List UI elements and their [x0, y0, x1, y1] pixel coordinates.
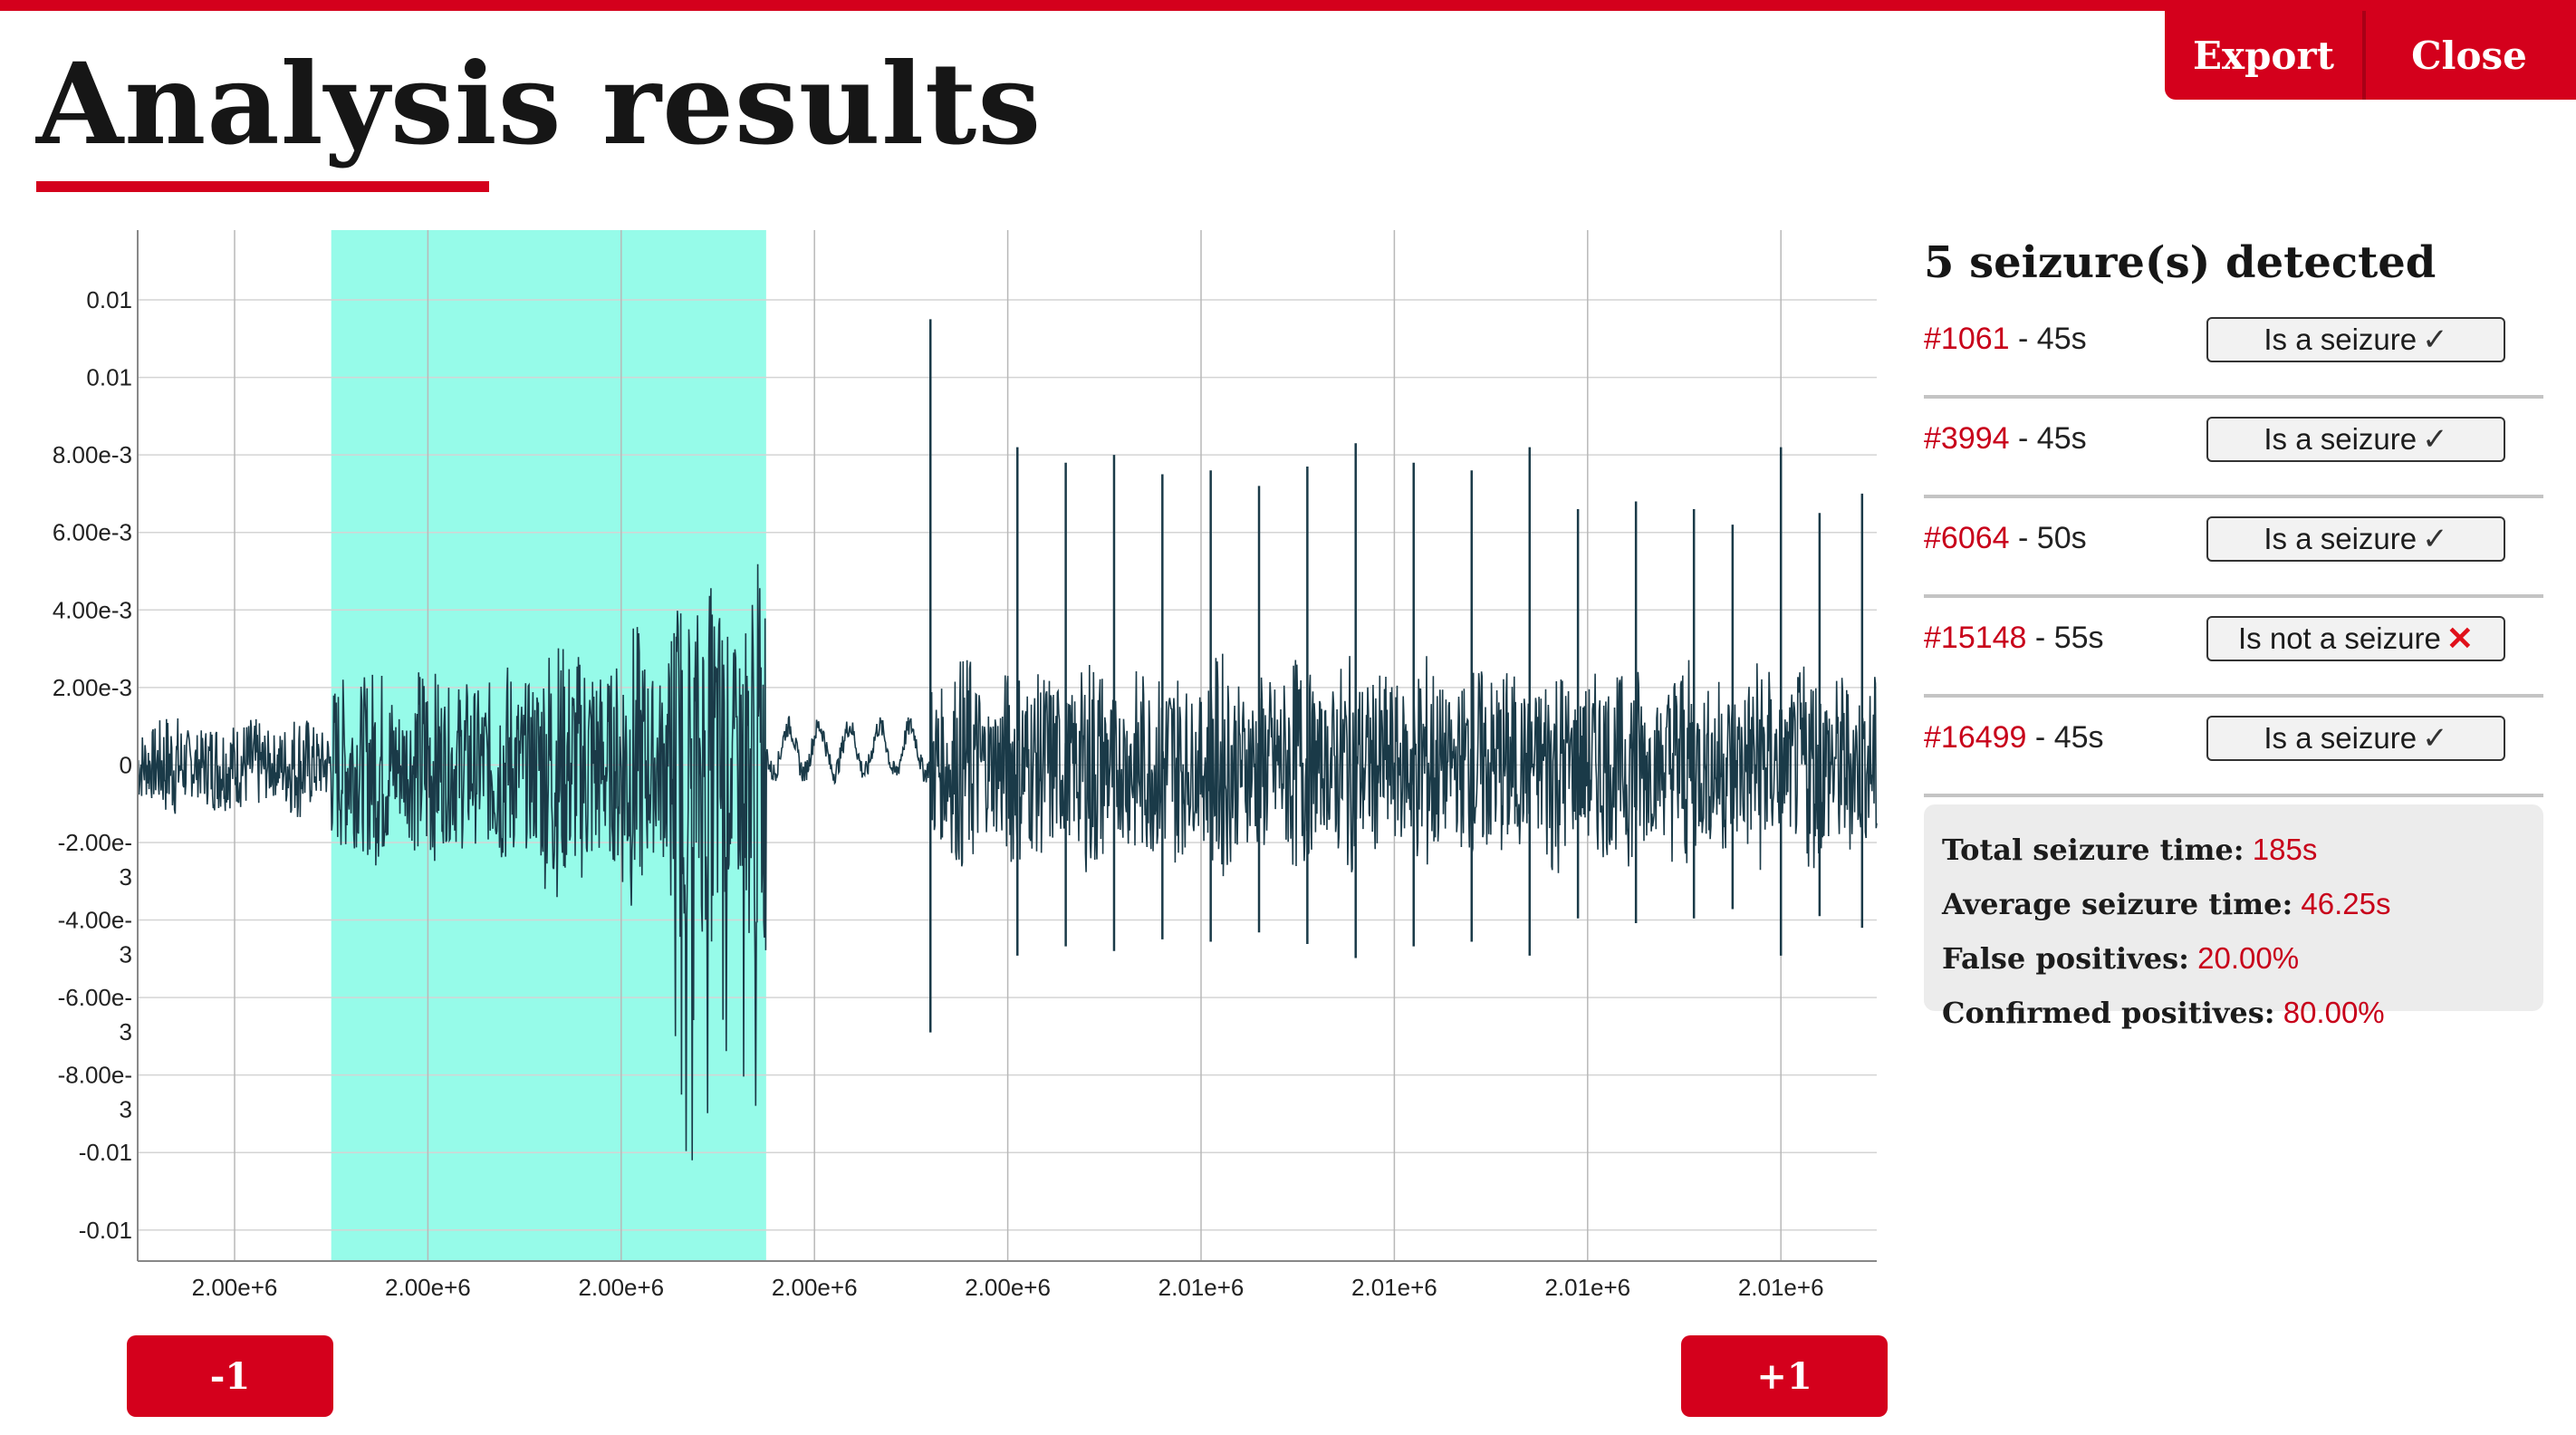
seizure-list: #1061 - 45s Is a seizure ✓ #3994 - 45s I… — [1924, 299, 2543, 797]
y-tick-label: 0 — [120, 751, 132, 778]
seizure-id-link[interactable]: #6064 — [1924, 521, 2010, 555]
close-button[interactable]: Close — [2366, 11, 2572, 100]
seizure-id-link[interactable]: #16499 — [1924, 720, 2027, 755]
y-tick-label: -6.00e-3 — [58, 984, 132, 1045]
top-accent-bar — [0, 0, 2576, 11]
seizure-duration: 45s — [2053, 720, 2104, 755]
results-panel: 5 seizure(s) detected #1061 - 45s Is a s… — [1924, 226, 2543, 1030]
seizure-row: #16499 - 45s Is a seizure ✓ — [1924, 698, 2543, 797]
average-seizure-time: Average seizure time: 46.25s — [1942, 877, 2525, 931]
seizure-info: #15148 - 55s — [1924, 620, 2104, 656]
seizure-verdict-toggle[interactable]: Is a seizure ✓ — [2206, 417, 2505, 462]
cross-icon: ✕ — [2446, 620, 2474, 657]
seizure-duration: 55s — [2053, 621, 2104, 655]
seizure-info: #6064 - 50s — [1924, 520, 2087, 556]
signal-line — [137, 563, 1878, 1161]
page-title: Analysis results — [36, 39, 1043, 170]
seizure-separator: - — [2018, 322, 2029, 356]
y-tick-label: 8.00e-3 — [53, 441, 132, 468]
y-tick-label: -0.01 — [79, 1217, 132, 1244]
seizure-separator: - — [2018, 521, 2029, 555]
seizure-row: #3994 - 45s Is a seizure ✓ — [1924, 399, 2543, 498]
x-tick-label: 2.01e+6 — [1738, 1274, 1824, 1301]
title-underline — [36, 181, 489, 192]
total-seizure-time: Total seizure time: 185s — [1942, 823, 2525, 877]
verdict-label: Is a seizure — [2264, 522, 2417, 555]
stat-label: Total seizure time: — [1942, 833, 2244, 867]
x-tick-label: 2.01e+6 — [1351, 1274, 1437, 1301]
check-icon: ✓ — [2422, 522, 2448, 556]
seizure-info: #3994 - 45s — [1924, 420, 2087, 457]
y-tick-label: 0.01 — [86, 364, 132, 391]
chart-series — [137, 319, 1878, 1161]
seizure-row: #6064 - 50s Is a seizure ✓ — [1924, 498, 2543, 598]
x-tick-label: 2.00e+6 — [192, 1274, 278, 1301]
y-tick-label: -2.00e-3 — [58, 829, 132, 891]
verdict-label: Is a seizure — [2264, 721, 2417, 755]
stat-label: Confirmed positives: — [1942, 996, 2275, 1030]
x-tick-label: 2.00e+6 — [772, 1274, 858, 1301]
x-tick-label: 2.00e+6 — [578, 1274, 664, 1301]
seizure-duration: 45s — [2036, 421, 2087, 456]
stat-label: Average seizure time: — [1942, 887, 2293, 921]
seizure-count-heading: 5 seizure(s) detected — [1924, 237, 2437, 288]
stat-value: 185s — [2252, 833, 2318, 866]
seizure-id-link[interactable]: #1061 — [1924, 322, 2010, 356]
x-tick-label: 2.01e+6 — [1158, 1274, 1245, 1301]
seizure-id-link[interactable]: #3994 — [1924, 421, 2010, 456]
verdict-label: Is not a seizure — [2238, 621, 2441, 655]
eeg-signal-chart: 0.01 0.01 8.00e-3 6.00e-3 4.00e-3 2.00e-3 0 -2.… — [53, 230, 1878, 1301]
seizure-verdict-toggle[interactable]: Is a seizure ✓ — [2206, 716, 2505, 761]
check-icon: ✓ — [2422, 721, 2448, 756]
previous-button[interactable]: -1 — [127, 1335, 333, 1417]
seizure-separator: - — [2018, 421, 2029, 456]
seizure-row: #1061 - 45s Is a seizure ✓ — [1924, 299, 2543, 399]
seizure-duration: 45s — [2036, 322, 2087, 356]
y-tick-label: -0.01 — [79, 1139, 132, 1166]
y-tick-label: -8.00e-3 — [58, 1062, 132, 1123]
seizure-duration: 50s — [2036, 521, 2087, 555]
chart-axes — [137, 230, 1877, 1262]
stat-value: 80.00% — [2283, 996, 2385, 1029]
seizure-separator: - — [2034, 720, 2046, 755]
false-positives: False positives: 20.00% — [1942, 931, 2525, 986]
y-tick-label: 2.00e-3 — [53, 674, 132, 701]
next-button[interactable]: +1 — [1681, 1335, 1888, 1417]
verdict-label: Is a seizure — [2264, 323, 2417, 356]
x-tick-label: 2.01e+6 — [1544, 1274, 1630, 1301]
seizure-row: #15148 - 55s Is not a seizure ✕ — [1924, 598, 2543, 698]
stat-value: 46.25s — [2301, 887, 2391, 920]
stat-value: 20.00% — [2197, 941, 2300, 975]
x-tick-label: 2.00e+6 — [385, 1274, 471, 1301]
summary-box: Total seizure time: 185s Average seizure… — [1924, 804, 2543, 1030]
seizure-id-link[interactable]: #15148 — [1924, 621, 2027, 655]
y-tick-label: 6.00e-3 — [53, 519, 132, 546]
x-tick-labels: 2.00e+6 2.00e+6 2.00e+6 2.00e+6 2.00e+6 2.01e… — [192, 1274, 1824, 1301]
y-tick-labels: 0.01 0.01 8.00e-3 6.00e-3 4.00e-3 2.00e-3 0 -2.… — [53, 286, 132, 1244]
verdict-label: Is a seizure — [2264, 422, 2417, 456]
y-tick-label: -4.00e-3 — [58, 907, 132, 968]
seizure-info: #16499 - 45s — [1924, 719, 2104, 756]
export-button[interactable]: Export — [2165, 11, 2366, 100]
y-tick-label: 4.00e-3 — [53, 596, 132, 623]
confirmed-positives: Confirmed positives: 80.00% — [1942, 986, 2525, 1040]
seizure-verdict-toggle[interactable]: Is a seizure ✓ — [2206, 516, 2505, 562]
header-actions: Export Close — [2165, 11, 2576, 100]
seizure-info: #1061 - 45s — [1924, 321, 2087, 357]
x-tick-label: 2.00e+6 — [965, 1274, 1051, 1301]
seizure-verdict-toggle[interactable]: Is not a seizure ✕ — [2206, 616, 2505, 661]
check-icon: ✓ — [2422, 323, 2448, 357]
seizure-separator: - — [2034, 621, 2046, 655]
seizure-verdict-toggle[interactable]: Is a seizure ✓ — [2206, 317, 2505, 362]
stat-label: False positives: — [1942, 941, 2189, 976]
check-icon: ✓ — [2422, 422, 2448, 457]
y-tick-label: 0.01 — [86, 286, 132, 313]
